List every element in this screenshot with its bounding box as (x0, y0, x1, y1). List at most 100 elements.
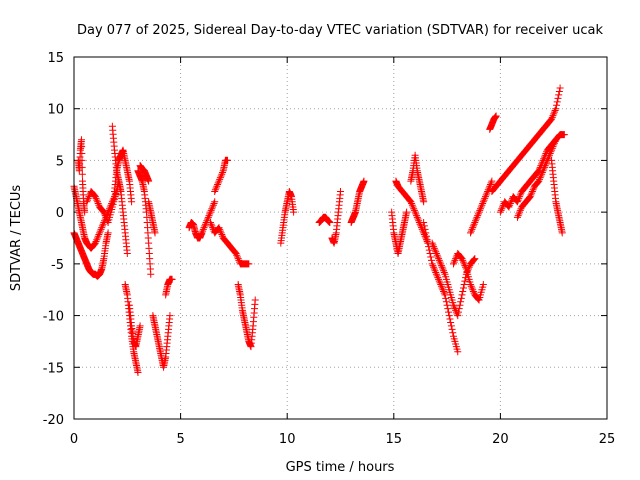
data-point (545, 151, 553, 159)
data-point (216, 225, 224, 233)
data-point (213, 182, 221, 190)
data-point (84, 194, 92, 202)
data-point (467, 229, 475, 237)
data-point (208, 222, 216, 230)
data-point (454, 308, 462, 316)
y-tick-label: -20 (43, 413, 64, 428)
data-point (198, 229, 206, 237)
data-point (550, 108, 558, 116)
data-point (469, 224, 477, 232)
data-point (560, 131, 568, 139)
data-point (101, 210, 109, 218)
data-point (469, 287, 477, 295)
data-point (453, 310, 461, 318)
data-point (550, 110, 558, 118)
data-point (496, 208, 504, 216)
data-point (558, 229, 566, 237)
data-point (91, 193, 99, 201)
data-point (548, 113, 556, 121)
data-point (474, 295, 482, 303)
data-point (554, 94, 562, 102)
data-point (481, 193, 489, 201)
data-point (233, 251, 241, 259)
data-point (455, 305, 463, 313)
data-point (527, 191, 535, 199)
data-point (205, 212, 213, 220)
data-point (410, 206, 418, 214)
data-point (418, 224, 426, 232)
data-point (468, 225, 476, 233)
data-point (556, 84, 564, 92)
data-point (432, 270, 440, 278)
data-point (462, 263, 470, 271)
data-point (459, 256, 467, 264)
data-point (426, 250, 434, 258)
data-point (81, 208, 89, 216)
data-point (212, 184, 220, 192)
plot-frame (73, 56, 608, 420)
data-point (208, 205, 216, 213)
data-point (535, 177, 543, 185)
data-point (549, 143, 557, 151)
data-point (201, 222, 209, 230)
data-point (433, 251, 441, 259)
data-point (93, 198, 101, 206)
data-point (513, 198, 521, 206)
data-point (538, 170, 546, 178)
data-point (540, 165, 548, 173)
data-point (551, 106, 559, 114)
data-point (200, 224, 208, 232)
data-point (95, 231, 103, 239)
data-point (479, 198, 487, 206)
data-point (215, 177, 223, 185)
data-point (486, 182, 494, 190)
data-point (209, 224, 217, 232)
data-point (413, 213, 421, 221)
data-point (440, 268, 448, 276)
data-point (488, 177, 496, 185)
data-point (440, 287, 448, 295)
data-point (472, 215, 480, 223)
data-point (429, 241, 437, 249)
data-point (92, 237, 100, 245)
data-point (481, 194, 489, 202)
data-point (456, 301, 464, 309)
data-point (439, 265, 447, 273)
data-point (447, 322, 455, 330)
data-point (444, 305, 452, 313)
data-point (458, 255, 466, 263)
data-point (437, 282, 445, 290)
data-point (473, 213, 481, 221)
data-point (78, 170, 86, 178)
data-point (407, 198, 415, 206)
data-point (78, 156, 86, 164)
data-point (436, 258, 444, 266)
data-point (290, 208, 298, 216)
x-tick-label: 25 (599, 432, 616, 447)
data-point (515, 210, 523, 218)
data-point (96, 229, 104, 237)
data-point (420, 198, 428, 206)
data-point (410, 205, 418, 213)
data-point (451, 256, 459, 264)
data-point (422, 232, 430, 240)
data-point (555, 87, 563, 95)
data-point (224, 156, 232, 164)
data-point (217, 229, 225, 237)
data-point (420, 222, 428, 230)
data-point (337, 187, 344, 195)
data-point (483, 189, 491, 197)
data-point (412, 210, 420, 218)
data-point (468, 284, 476, 292)
data-point (543, 158, 551, 166)
data-point (245, 260, 253, 268)
y-axis-label: SDTVAR / TECUs (9, 185, 24, 292)
data-point (414, 215, 422, 223)
data-point (516, 208, 524, 216)
data-point (545, 153, 553, 161)
grid-lines (74, 57, 607, 419)
data-point (92, 194, 100, 202)
data-point (430, 263, 438, 271)
data-point (547, 148, 555, 156)
